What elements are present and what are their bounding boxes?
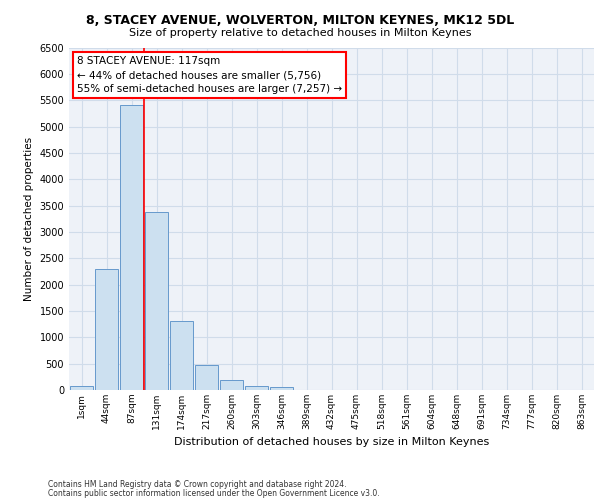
Bar [95, 269, 118, 390]
Text: Contains HM Land Registry data © Crown copyright and database right 2024.: Contains HM Land Registry data © Crown c… [48, 480, 347, 489]
Bar [269, 388, 293, 390]
Text: Size of property relative to detached houses in Milton Keynes: Size of property relative to detached ho… [129, 28, 471, 38]
Bar [145, 212, 169, 390]
Bar [170, 321, 193, 390]
Bar [194, 364, 218, 390]
Bar [70, 386, 94, 390]
X-axis label: Distribution of detached houses by size in Milton Keynes: Distribution of detached houses by size … [174, 438, 489, 448]
Bar [220, 380, 244, 390]
Text: 8 STACEY AVENUE: 117sqm
← 44% of detached houses are smaller (5,756)
55% of semi: 8 STACEY AVENUE: 117sqm ← 44% of detache… [77, 56, 342, 94]
Text: 8, STACEY AVENUE, WOLVERTON, MILTON KEYNES, MK12 5DL: 8, STACEY AVENUE, WOLVERTON, MILTON KEYN… [86, 14, 514, 27]
Bar [119, 106, 143, 390]
Text: Contains public sector information licensed under the Open Government Licence v3: Contains public sector information licen… [48, 488, 380, 498]
Y-axis label: Number of detached properties: Number of detached properties [24, 136, 34, 301]
Bar [245, 386, 268, 390]
